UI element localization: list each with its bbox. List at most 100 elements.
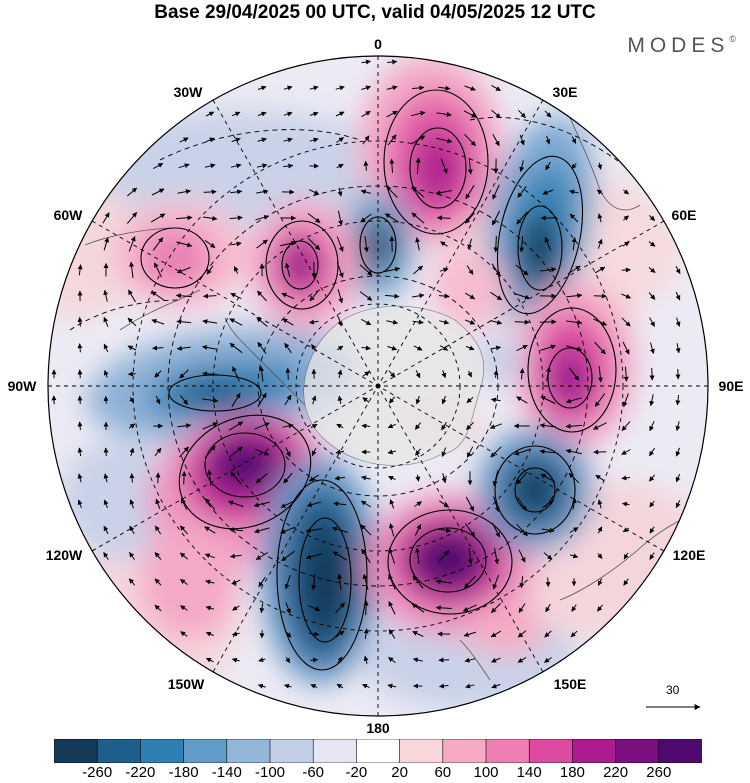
wind-arrow (285, 447, 291, 457)
colorbar-swatch (356, 739, 401, 763)
wind-arrow (283, 163, 294, 169)
wind-arrow (465, 319, 476, 325)
wind-arrow (413, 265, 423, 275)
wind-arrow (335, 111, 345, 117)
wind-arrow (597, 213, 603, 223)
wind-arrow (204, 498, 216, 510)
wind-arrow (255, 448, 270, 456)
wind-arrow (363, 600, 369, 616)
wind-arrow (467, 238, 473, 250)
wind-arrow (514, 293, 531, 300)
map-disk (48, 56, 708, 716)
wind-arrow (621, 475, 631, 481)
wind-arrow (441, 421, 447, 431)
wind-arrow (361, 110, 371, 118)
lon-label-90w: 90W (8, 378, 38, 394)
wind-arrow (258, 576, 266, 588)
wind-arrow (231, 631, 240, 637)
wind-arrow (465, 292, 476, 300)
wind-arrow (335, 85, 345, 91)
wind-arrow (490, 446, 502, 458)
wind-arrow (102, 212, 110, 224)
wind-arrow (435, 579, 452, 584)
wind-arrow (77, 343, 83, 353)
wind-arrow (228, 421, 244, 431)
wind-arrow (203, 293, 217, 299)
wind-arrow (415, 547, 420, 564)
wind-arrow (205, 579, 215, 585)
colorbar-swatch (269, 739, 315, 763)
wind-arrow (412, 575, 424, 589)
wind-arrow (415, 448, 421, 456)
colorbar-tick-label: 220 (603, 764, 629, 781)
wind-arrow (362, 371, 370, 377)
wind-arrow (179, 552, 189, 560)
wind-arrow (515, 264, 529, 276)
wind-arrow (493, 369, 499, 378)
wind-arrow (387, 423, 397, 429)
wind-arrow (360, 318, 372, 326)
wind-arrow (230, 292, 242, 300)
wind-arrow (205, 111, 215, 117)
wind-arrow (284, 394, 292, 406)
wind-arrow (441, 447, 447, 457)
wind-arrow (284, 683, 292, 689)
wind-arrow (649, 500, 655, 508)
wind-arrow (202, 398, 219, 403)
colorbar-swatch (658, 739, 702, 763)
wind-arrow (151, 291, 165, 301)
wind-arrow (594, 266, 606, 274)
wind-arrow (202, 344, 218, 350)
wind-arrow (384, 213, 399, 223)
wind-arrow (257, 683, 266, 689)
colorbar-swatch (615, 739, 660, 763)
lon-label-180: 180 (366, 720, 390, 735)
wind-arrow (565, 397, 582, 404)
wind-arrow (648, 292, 656, 300)
lon-label-60w: 60W (54, 207, 84, 223)
wind-arrow (494, 548, 500, 565)
wind-arrow (540, 473, 556, 483)
wind-arrow (441, 473, 447, 484)
wind-arrow (126, 212, 138, 224)
wind-arrow (154, 552, 162, 560)
wind-arrow (179, 369, 189, 379)
lon-label-0: 0 (374, 36, 382, 52)
wind-arrow (335, 449, 345, 455)
lon-label-60e: 60E (672, 207, 697, 223)
lon-label-90e: 90E (719, 378, 744, 394)
wind-arrow (129, 261, 135, 278)
wind-arrow (257, 341, 267, 354)
wind-arrow (231, 392, 241, 408)
wind-arrow (202, 371, 218, 377)
wind-arrow (570, 553, 579, 559)
colorbar-swatch (312, 739, 358, 763)
wind-arrow (154, 370, 162, 378)
wind-arrow (129, 447, 135, 457)
wind-arrow (331, 526, 348, 533)
colorbar (54, 739, 702, 763)
wind-arrow (205, 631, 214, 637)
wind-arrow (388, 396, 396, 404)
wind-arrow (623, 189, 629, 195)
wind-arrow (310, 423, 318, 429)
wind-arrow (180, 395, 188, 405)
wind-arrow (307, 238, 321, 250)
wind-arrow (592, 422, 607, 430)
wind-arrow (103, 370, 109, 378)
wind-arrow (230, 189, 243, 195)
wind-arrow (518, 109, 526, 119)
wind-arrow (435, 190, 452, 196)
wind-arrow (490, 319, 503, 325)
wind-arrow (309, 137, 319, 143)
wind-arrow (571, 237, 577, 251)
wind-arrow (438, 293, 450, 299)
wind-arrow (465, 212, 475, 224)
wind-arrow (491, 263, 501, 277)
wind-arrow (544, 630, 552, 638)
wind-arrow (333, 501, 347, 507)
wind-arrow (360, 500, 371, 508)
wind-arrow (675, 447, 681, 457)
colorbar-swatch (140, 739, 185, 763)
wind-arrow (179, 578, 188, 586)
